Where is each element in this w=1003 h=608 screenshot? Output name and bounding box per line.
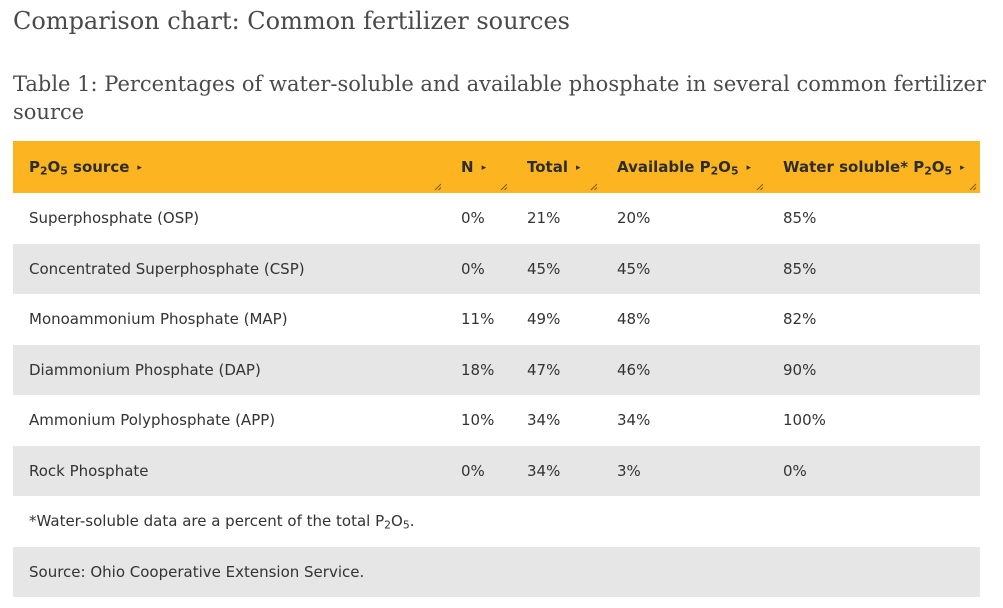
cell-n: 0%: [461, 461, 485, 480]
cell-water-soluble: 0%: [783, 461, 807, 480]
sort-arrow-icon[interactable]: ▸: [746, 163, 751, 173]
column-resize-grip-icon[interactable]: [756, 183, 764, 191]
cell-n: 10%: [461, 411, 495, 430]
table-footnote-row: *Water-soluble data are a percent of the…: [13, 496, 980, 547]
cell-available: 45%: [617, 259, 651, 278]
table-row: Diammonium Phosphate (DAP) 18% 47% 46% 9…: [13, 344, 980, 395]
cell-available: 3%: [617, 461, 641, 480]
cell-source: Monoammonium Phosphate (MAP): [29, 310, 288, 329]
column-resize-grip-icon[interactable]: [590, 183, 598, 191]
cell-n: 11%: [461, 310, 495, 329]
column-header-available-p2o5[interactable]: Available P2O5 ▸: [601, 141, 767, 193]
cell-source: Ammonium Polyphosphate (APP): [29, 411, 276, 430]
header-label: Total: [527, 158, 568, 176]
header-label: P2O5 source: [29, 158, 130, 178]
table-row: Ammonium Polyphosphate (APP) 10% 34% 34%…: [13, 395, 980, 446]
column-resize-grip-icon[interactable]: [969, 183, 977, 191]
table-header-row: P2O5 source ▸ N ▸ Total ▸ Available P2O5 ▸ W…: [13, 141, 980, 193]
sort-arrow-icon[interactable]: ▸: [960, 163, 965, 173]
table-source-row: Source: Ohio Cooperative Extension Servi…: [13, 546, 980, 597]
cell-available: 20%: [617, 209, 651, 228]
cell-source: Rock Phosphate: [29, 461, 149, 480]
sort-arrow-icon[interactable]: ▸: [137, 163, 142, 173]
column-header-total[interactable]: Total ▸: [511, 141, 601, 193]
cell-total: 34%: [527, 461, 561, 480]
column-header-p2o5-source[interactable]: P2O5 source ▸: [13, 141, 445, 193]
cell-n: 0%: [461, 259, 485, 278]
sort-arrow-icon[interactable]: ▸: [481, 163, 487, 173]
table-row: Superphosphate (OSP) 0% 21% 20% 85%: [13, 193, 980, 244]
cell-total: 49%: [527, 310, 561, 329]
cell-available: 48%: [617, 310, 651, 329]
cell-total: 45%: [527, 259, 561, 278]
cell-water-soluble: 85%: [783, 259, 817, 278]
cell-available: 34%: [617, 411, 651, 430]
column-header-water-soluble-p2o5[interactable]: Water soluble* P2O5 ▸: [767, 141, 980, 193]
cell-source: Superphosphate (OSP): [29, 209, 200, 228]
fertilizer-table: P2O5 source ▸ N ▸ Total ▸ Available P2O5 ▸ W…: [13, 141, 980, 597]
cell-total: 34%: [527, 411, 561, 430]
table-caption: Table 1: Percentages of water-soluble an…: [13, 72, 986, 124]
cell-water-soluble: 100%: [783, 411, 826, 430]
cell-water-soluble: 90%: [783, 360, 817, 379]
cell-total: 21%: [527, 209, 561, 228]
header-label: Available P2O5: [617, 158, 739, 178]
cell-n: 0%: [461, 209, 485, 228]
page-title: Comparison chart: Common fertilizer sour…: [13, 7, 570, 35]
column-resize-grip-icon[interactable]: [500, 183, 508, 191]
cell-source: Concentrated Superphosphate (CSP): [29, 259, 305, 278]
table-row: Concentrated Superphosphate (CSP) 0% 45%…: [13, 243, 980, 294]
cell-available: 46%: [617, 360, 651, 379]
cell-source: Diammonium Phosphate (DAP): [29, 360, 261, 379]
header-label: Water soluble* P2O5: [783, 158, 953, 178]
table-footnote: *Water-soluble data are a percent of the…: [29, 512, 415, 532]
column-header-n[interactable]: N ▸: [445, 141, 511, 193]
cell-n: 18%: [461, 360, 495, 379]
sort-arrow-icon[interactable]: ▸: [575, 163, 581, 173]
header-label: N: [461, 158, 474, 176]
cell-water-soluble: 85%: [783, 209, 817, 228]
table-row: Rock Phosphate 0% 34% 3% 0%: [13, 445, 980, 496]
table-row: Monoammonium Phosphate (MAP) 11% 49% 48%…: [13, 294, 980, 345]
table-source-note: Source: Ohio Cooperative Extension Servi…: [29, 562, 365, 581]
cell-total: 47%: [527, 360, 561, 379]
column-resize-grip-icon[interactable]: [434, 183, 442, 191]
cell-water-soluble: 82%: [783, 310, 817, 329]
